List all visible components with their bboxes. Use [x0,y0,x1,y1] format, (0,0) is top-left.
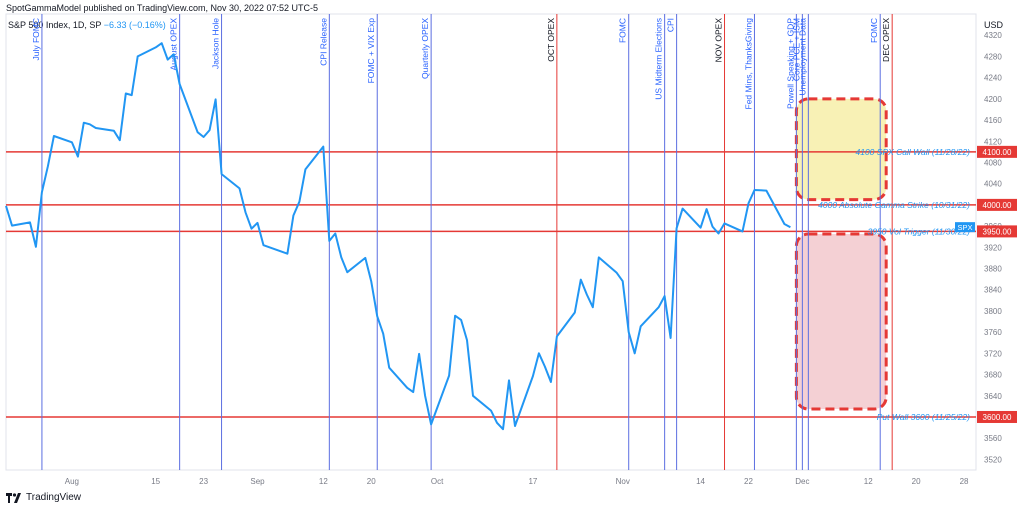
price-label: 3950.00 [983,227,1012,236]
y-tick-label: 4200 [984,95,1002,104]
event-label: Powell Speaking + GDP [785,18,795,109]
level-label: Put Wall 3600 (11/25/22) [877,412,970,422]
x-tick-label: Oct [431,477,444,486]
x-tick-label: 14 [696,477,705,486]
event-label: FOMC [869,18,879,43]
price-label-box [977,225,1017,238]
level-label: 4000 Absolute Gamma Strike (10/31/22) [818,200,970,210]
y-tick-label: 3840 [984,286,1002,295]
y-tick-label: 3800 [984,307,1002,316]
y-tick-label: 4240 [984,74,1002,83]
event-label: Fed Mins, ThanksGiving [743,18,753,110]
event-label: July FOMC [31,18,41,61]
event-label: CPI [666,18,676,32]
put-zone-box [794,232,888,411]
event-label: Jackson Hole [211,18,221,69]
price-label: 4100.00 [983,148,1012,157]
price-label-box [977,410,1017,423]
x-tick-label: 12 [864,477,873,486]
symbol-legend[interactable]: S&P 500 Index, 1D, SP −6.33 (−0.16%) [8,20,166,30]
symbol-name: S&P 500 Index, 1D, SP [8,20,102,30]
x-tick-label: 20 [367,477,376,486]
x-tick-label: 12 [319,477,328,486]
y-tick-label: 3520 [984,455,1002,464]
event-label: FOMC [618,18,628,43]
price-change: −6.33 (−0.16%) [103,20,166,30]
brand-name: TradingView [26,492,82,503]
price-label-box [977,145,1017,158]
y-tick-label: 4160 [984,116,1002,125]
x-tick-label: Aug [65,477,79,486]
x-tick-label: 28 [960,477,969,486]
y-tick-label: 4320 [984,31,1002,40]
symbol-tag-box [955,222,975,233]
price-label: 4000.00 [983,201,1012,210]
x-tick-label: Dec [795,477,809,486]
event-label: US Midterm Elections [654,18,664,100]
event-label: Unemployment Data [797,18,807,96]
y-tick-label: 3680 [984,371,1002,380]
symbol-tag: SPX [957,223,972,232]
x-tick-label: Nov [616,477,630,486]
y-tick-label: 4040 [984,180,1002,189]
y-tick-label: 3760 [984,328,1002,337]
x-tick-label: 22 [744,477,753,486]
y-tick-label: 3920 [984,243,1002,252]
price-line [5,42,791,431]
plot-area [5,13,977,471]
event-label: DEC OPEX [881,18,891,62]
x-tick-label: 17 [528,477,537,486]
y-tick-label: 3560 [984,434,1002,443]
y-tick-label: 3720 [984,349,1002,358]
tradingview-logo-icon [6,492,21,503]
price-label: 3600.00 [983,413,1012,422]
event-label: August OPEX [169,18,179,71]
y-tick-label: 4280 [984,52,1002,61]
x-tick-label: 20 [912,477,921,486]
axis-unit-label: USD [984,20,1004,30]
event-label: NOV OPEX [714,18,724,63]
x-tick-label: 15 [151,477,160,486]
event-label: CPI Release [318,18,328,66]
publisher-header: SpotGammaModel published on TradingView.… [6,3,319,13]
x-tick-label: Sep [250,477,265,486]
y-tick-label: 4080 [984,158,1002,167]
level-label: 4100 SPX Call Wall (11/28/22) [856,147,971,157]
x-tick-label: 23 [199,477,208,486]
price-chart[interactable]: USD3520356036003640368037203760380038403… [0,0,1024,492]
y-tick-label: 4120 [984,137,1002,146]
y-tick-label: 3640 [984,392,1002,401]
event-label: FOMC + VIX Exp [366,18,376,84]
event-label: OCT OPEX [546,18,556,62]
footer-brand[interactable]: TradingView [6,492,81,503]
price-label-box [977,198,1017,211]
event-label: Quarterly OPEX [420,18,430,79]
y-tick-label: 3880 [984,265,1002,274]
event-label: Core PCE + ISM [791,18,801,81]
level-label: 3950 Vol Trigger (11/30/22) [868,226,971,236]
